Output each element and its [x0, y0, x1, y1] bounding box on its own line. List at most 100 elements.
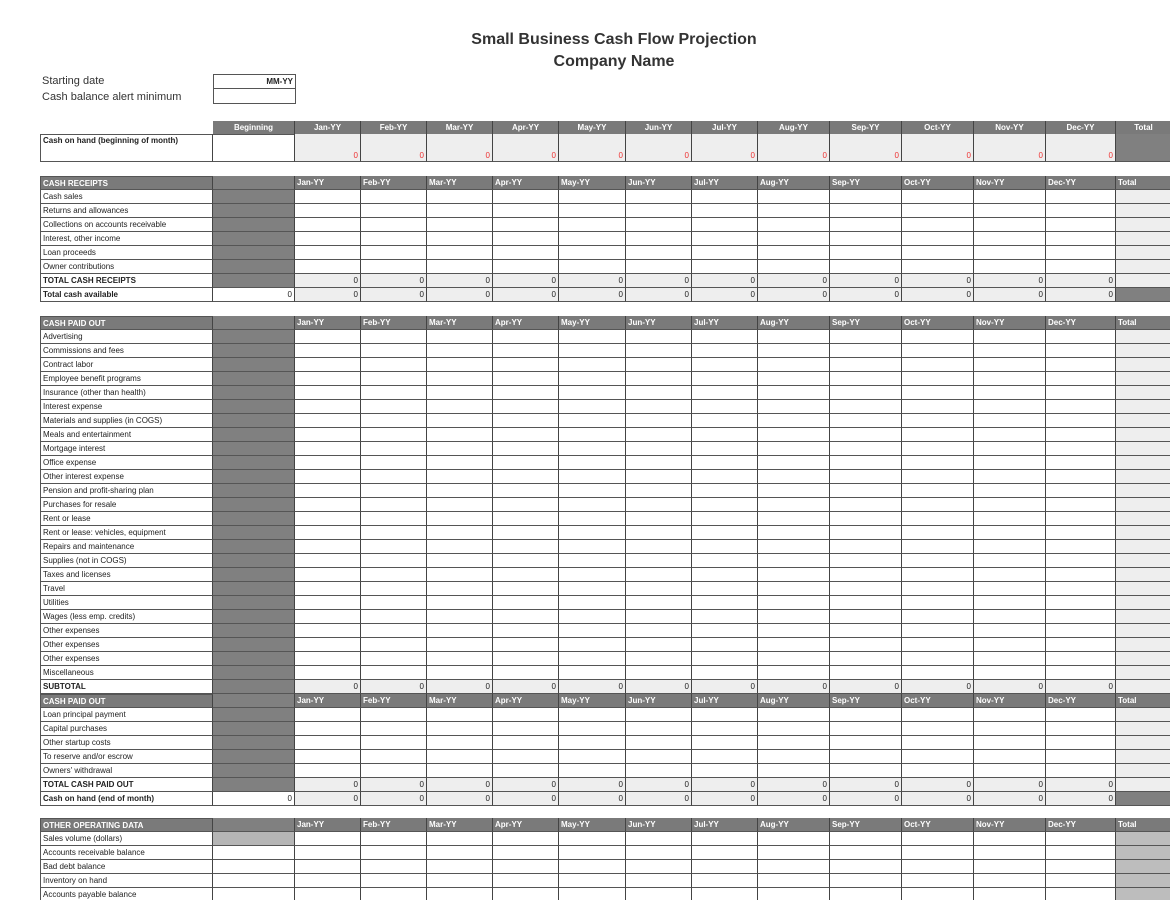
input-cell[interactable] — [559, 246, 626, 260]
input-cell[interactable] — [692, 526, 758, 540]
input-cell[interactable] — [974, 330, 1046, 344]
input-cell[interactable] — [692, 832, 758, 846]
input-cell[interactable] — [1046, 470, 1116, 484]
input-cell[interactable] — [974, 860, 1046, 874]
input-cell[interactable] — [295, 666, 361, 680]
input-cell[interactable] — [974, 484, 1046, 498]
input-cell[interactable] — [295, 888, 361, 900]
input-cell[interactable] — [559, 666, 626, 680]
input-cell[interactable] — [758, 442, 830, 456]
input-cell[interactable] — [559, 358, 626, 372]
input-cell[interactable] — [758, 736, 830, 750]
input-cell[interactable] — [902, 624, 974, 638]
input-cell[interactable] — [830, 456, 902, 470]
input-cell[interactable] — [361, 386, 427, 400]
input-cell[interactable] — [692, 764, 758, 778]
input-cell[interactable] — [692, 596, 758, 610]
cash-on-hand-begin-value[interactable]: 0 — [758, 134, 830, 162]
input-cell[interactable] — [692, 498, 758, 512]
input-cell[interactable] — [758, 638, 830, 652]
input-cell[interactable] — [1046, 832, 1116, 846]
input-cell[interactable] — [626, 568, 692, 582]
input-cell[interactable] — [692, 736, 758, 750]
input-cell[interactable] — [559, 428, 626, 442]
input-cell[interactable] — [559, 846, 626, 860]
cash-on-hand-begin-value[interactable]: 0 — [493, 134, 559, 162]
input-cell[interactable] — [974, 232, 1046, 246]
input-cell[interactable] — [559, 512, 626, 526]
input-cell[interactable] — [692, 888, 758, 900]
input-cell[interactable] — [493, 456, 559, 470]
input-cell[interactable] — [361, 358, 427, 372]
input-cell[interactable] — [559, 874, 626, 888]
input-cell[interactable] — [295, 638, 361, 652]
input-cell[interactable] — [1046, 846, 1116, 860]
input-cell[interactable] — [692, 246, 758, 260]
input-cell[interactable] — [626, 386, 692, 400]
input-cell[interactable] — [902, 610, 974, 624]
input-cell[interactable] — [1046, 624, 1116, 638]
input-cell[interactable] — [427, 428, 493, 442]
input-cell[interactable] — [758, 512, 830, 526]
input-cell[interactable] — [902, 874, 974, 888]
input-cell[interactable] — [902, 582, 974, 596]
input-cell[interactable] — [361, 722, 427, 736]
input-cell[interactable] — [427, 442, 493, 456]
input-cell[interactable] — [626, 596, 692, 610]
input-cell[interactable] — [427, 358, 493, 372]
cash-on-hand-begin-value[interactable]: 0 — [692, 134, 758, 162]
input-cell[interactable] — [295, 832, 361, 846]
input-cell[interactable] — [1046, 204, 1116, 218]
input-cell[interactable] — [1046, 554, 1116, 568]
input-cell[interactable] — [493, 400, 559, 414]
input-cell[interactable] — [758, 386, 830, 400]
input-cell[interactable] — [295, 386, 361, 400]
input-cell[interactable] — [427, 232, 493, 246]
input-cell[interactable] — [295, 610, 361, 624]
beginning-cell[interactable] — [213, 860, 295, 874]
input-cell[interactable] — [758, 582, 830, 596]
input-cell[interactable] — [295, 344, 361, 358]
input-cell[interactable] — [830, 190, 902, 204]
input-cell[interactable] — [295, 874, 361, 888]
input-cell[interactable] — [493, 470, 559, 484]
input-cell[interactable] — [427, 722, 493, 736]
beginning-cell[interactable] — [213, 874, 295, 888]
input-cell[interactable] — [692, 204, 758, 218]
input-cell[interactable] — [758, 260, 830, 274]
input-cell[interactable] — [295, 568, 361, 582]
input-cell[interactable] — [692, 638, 758, 652]
input-cell[interactable] — [1046, 330, 1116, 344]
input-cell[interactable] — [974, 442, 1046, 456]
input-cell[interactable] — [758, 846, 830, 860]
input-cell[interactable] — [758, 372, 830, 386]
input-cell[interactable] — [1046, 428, 1116, 442]
input-cell[interactable] — [692, 554, 758, 568]
input-cell[interactable] — [493, 204, 559, 218]
input-cell[interactable] — [830, 750, 902, 764]
input-cell[interactable] — [493, 428, 559, 442]
input-cell[interactable] — [493, 260, 559, 274]
input-cell[interactable] — [902, 358, 974, 372]
input-cell[interactable] — [361, 498, 427, 512]
input-cell[interactable] — [758, 498, 830, 512]
cash-on-hand-begin-input[interactable] — [213, 134, 295, 162]
input-cell[interactable] — [493, 386, 559, 400]
input-cell[interactable] — [427, 554, 493, 568]
input-cell[interactable] — [974, 624, 1046, 638]
input-cell[interactable] — [1046, 260, 1116, 274]
input-cell[interactable] — [361, 512, 427, 526]
input-cell[interactable] — [427, 846, 493, 860]
input-cell[interactable] — [559, 540, 626, 554]
input-cell[interactable] — [758, 204, 830, 218]
input-cell[interactable] — [692, 666, 758, 680]
input-cell[interactable] — [1046, 512, 1116, 526]
input-cell[interactable] — [830, 832, 902, 846]
input-cell[interactable] — [692, 190, 758, 204]
cash-on-hand-begin-value[interactable]: 0 — [427, 134, 493, 162]
input-cell[interactable] — [559, 484, 626, 498]
input-cell[interactable] — [974, 610, 1046, 624]
input-cell[interactable] — [361, 596, 427, 610]
input-cell[interactable] — [902, 526, 974, 540]
input-cell[interactable] — [758, 218, 830, 232]
